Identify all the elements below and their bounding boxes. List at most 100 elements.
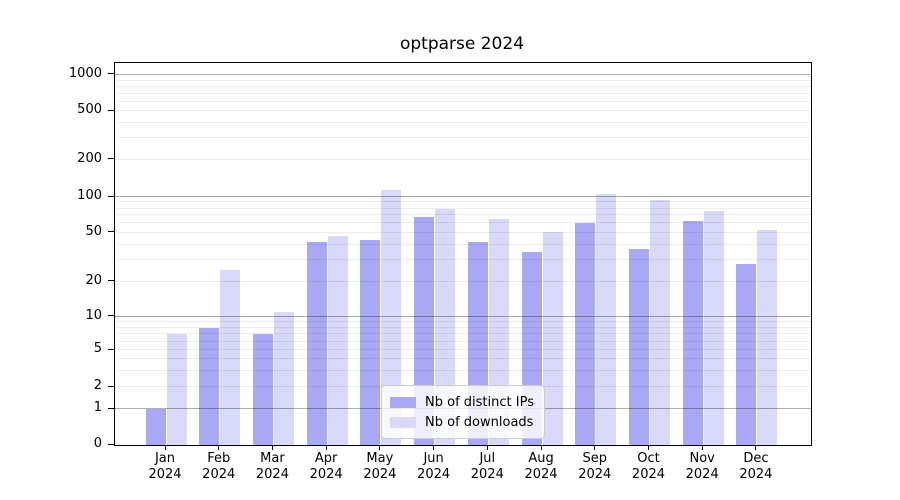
gridline-minor	[115, 201, 811, 203]
legend-item-downloads: Nb of downloads	[390, 412, 534, 432]
y-tick-label: 0	[93, 436, 102, 451]
legend: Nb of distinct IPs Nb of downloads	[381, 385, 545, 439]
bar-downloads-aug	[542, 231, 563, 445]
gridline-major	[115, 196, 811, 197]
gridline-minor	[115, 110, 811, 111]
y-tick-label: 1	[93, 400, 102, 416]
x-tick-label: Mar 2024	[255, 451, 289, 482]
y-tick-label: 500	[77, 102, 102, 118]
y-tick-label: 200	[77, 150, 102, 166]
gridline-major	[115, 74, 811, 75]
bar-downloads-apr	[327, 236, 348, 445]
y-tick-mark	[108, 109, 114, 111]
gridline-minor	[115, 320, 811, 322]
x-tick-mark	[594, 445, 596, 450]
legend-swatch-downloads-icon	[390, 416, 417, 428]
legend-swatch-distinct-ips-icon	[390, 396, 417, 408]
y-tick-label: 1000	[68, 65, 102, 81]
gridline-minor	[115, 349, 811, 351]
y-tick-label: 100	[77, 188, 102, 203]
bar-distinct-ips-sep	[575, 223, 596, 445]
x-tick-label: Aug 2024	[524, 451, 558, 482]
bar-distinct-ips-nov	[682, 220, 703, 445]
y-tick-mark	[108, 73, 114, 75]
x-tick-mark	[701, 445, 703, 450]
bar-downloads-may	[381, 190, 402, 445]
bar-distinct-ips-feb	[199, 327, 220, 445]
legend-item-distinct-ips: Nb of distinct IPs	[390, 392, 534, 412]
y-tick-mark	[108, 348, 114, 350]
x-tick-mark	[486, 445, 488, 450]
gridline-minor	[115, 369, 811, 371]
x-tick-label: May 2024	[363, 451, 397, 482]
bar-downloads-feb	[220, 269, 241, 445]
x-tick-label: Jul 2024	[470, 451, 504, 482]
x-tick-mark	[755, 445, 757, 450]
x-tick-mark	[540, 445, 542, 450]
y-tick-mark	[108, 158, 114, 160]
x-tick-mark	[164, 445, 166, 450]
gridline-minor	[115, 214, 811, 216]
gridline-minor	[115, 340, 811, 342]
gridline-minor	[115, 137, 811, 139]
gridline-minor	[115, 85, 811, 87]
x-tick-mark	[325, 445, 327, 450]
bar-distinct-ips-mar	[252, 334, 273, 445]
x-tick-mark	[379, 445, 381, 450]
gridline-minor	[115, 92, 811, 94]
x-tick-mark	[433, 445, 435, 450]
y-tick-label: 5	[93, 341, 102, 357]
legend-label-downloads: Nb of downloads	[425, 414, 534, 430]
bar-distinct-ips-apr	[306, 242, 327, 445]
x-tick-label: Sep 2024	[578, 451, 612, 482]
y-tick-label: 20	[85, 272, 102, 288]
legend-label-distinct-ips: Nb of distinct IPs	[425, 394, 534, 410]
x-tick-label: Nov 2024	[685, 451, 719, 482]
x-tick-label: Apr 2024	[309, 451, 343, 482]
gridline-minor	[115, 358, 811, 360]
x-tick-label: Dec 2024	[739, 451, 773, 482]
bar-distinct-ips-may	[360, 239, 381, 445]
bar-distinct-ips-jan	[145, 409, 166, 445]
x-tick-mark	[647, 445, 649, 450]
bar-downloads-mar	[273, 311, 294, 445]
x-tick-label: Jun 2024	[417, 451, 451, 482]
bar-downloads-nov	[703, 211, 724, 445]
bar-downloads-dec	[757, 229, 778, 445]
x-tick-mark	[271, 445, 273, 450]
bar-downloads-jan	[166, 334, 187, 445]
y-tick-mark	[108, 315, 114, 317]
gridline-minor	[115, 231, 811, 233]
gridline-minor	[115, 243, 811, 245]
y-tick-mark	[108, 385, 114, 387]
chart-title: optparse 2024	[399, 34, 525, 54]
bar-distinct-ips-dec	[736, 263, 757, 445]
gridline-minor	[115, 280, 811, 282]
x-tick-mark	[218, 445, 220, 450]
bar-downloads-oct	[649, 200, 670, 445]
bar-distinct-ips-oct	[628, 248, 649, 445]
gridline-minor	[115, 333, 811, 334]
bar-downloads-sep	[596, 193, 617, 445]
y-tick-label: 50	[85, 223, 102, 239]
gridline-minor	[115, 207, 811, 209]
x-tick-label: Oct 2024	[631, 451, 666, 482]
x-tick-label: Jan 2024	[148, 451, 182, 482]
y-tick-mark	[108, 231, 114, 233]
gridline-minor	[115, 159, 811, 160]
y-tick-label: 10	[85, 307, 102, 323]
x-tick-label: Feb 2024	[202, 451, 236, 482]
y-tick-mark	[108, 195, 114, 197]
gridline-minor	[115, 100, 811, 102]
gridline-minor	[115, 121, 811, 123]
gridline-minor	[115, 259, 811, 260]
plot-area: Nb of distinct IPs Nb of downloads	[114, 62, 812, 446]
gridline-minor	[115, 222, 811, 224]
gridline-major	[115, 315, 811, 317]
y-tick-mark	[108, 407, 114, 409]
y-tick-label: 2	[93, 378, 102, 393]
gridline-minor	[115, 326, 811, 328]
y-tick-mark	[108, 280, 114, 282]
y-tick-mark	[108, 443, 114, 445]
